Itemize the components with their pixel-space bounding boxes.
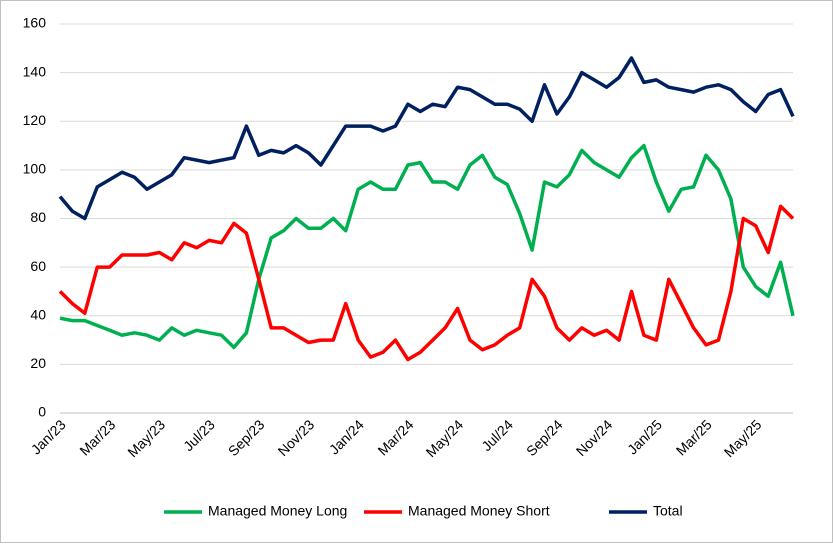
legend-label: Total bbox=[653, 503, 683, 519]
y-tick-label: 40 bbox=[30, 306, 46, 322]
data-line bbox=[58, 56, 795, 221]
y-tick-label: 20 bbox=[30, 355, 46, 371]
y-tick-label: 0 bbox=[38, 404, 46, 420]
data-line bbox=[59, 143, 795, 350]
y-tick-label: 140 bbox=[23, 63, 47, 79]
y-tick-label: 160 bbox=[23, 15, 47, 31]
y-tick-label: 60 bbox=[30, 258, 46, 274]
legend-label: Managed Money Short bbox=[408, 503, 550, 519]
y-tick-label: 100 bbox=[23, 161, 47, 177]
data-line bbox=[58, 204, 795, 362]
y-tick-label: 120 bbox=[23, 112, 47, 128]
legend-label: Managed Money Long bbox=[208, 503, 347, 519]
y-tick-label: 80 bbox=[30, 209, 46, 225]
